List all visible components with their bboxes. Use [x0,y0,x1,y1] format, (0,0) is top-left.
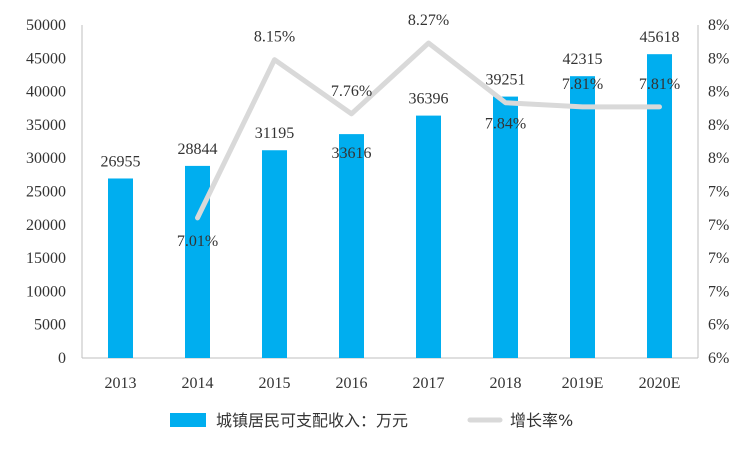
bar-value-label: 26955 [101,153,141,170]
y-right-tick-label: 7% [708,250,729,267]
legend: 城镇居民可支配收入：万元 增长率% [170,411,573,430]
x-tick-label: 2017 [413,375,445,392]
y-right-tick-label: 7% [708,217,729,234]
line-series [195,40,662,221]
bar-value-label: 39251 [486,72,526,89]
growth-value-label: 8.15% [254,29,295,46]
x-tick-label: 2018 [490,375,522,392]
y-left-tick-label: 30000 [26,150,66,167]
y-left-tick-label: 10000 [26,283,66,300]
growth-value-label: 7.84% [485,116,526,133]
bar-income-2019E [570,76,595,358]
bar-income-2016 [339,134,364,358]
bar-value-label: 36396 [409,91,449,108]
x-tick-label: 2016 [336,375,368,392]
x-tick-label: 2015 [259,375,291,392]
legend-label-income: 城镇居民可支配收入：万元 [216,411,408,430]
bar-income-2020E [647,54,672,359]
bar-value-label: 28844 [178,141,218,158]
bar-income-2018 [493,96,518,358]
bar-value-label: 42315 [563,51,603,68]
y-right-tick-label: 8% [708,50,729,67]
y-right-tick-label: 8% [708,17,729,34]
y-left-tick-label: 50000 [26,17,66,34]
growth-value-label: 7.81% [562,76,603,93]
y-left-tick-label: 0 [58,350,66,367]
y-left-tick-label: 40000 [26,84,66,101]
growth-rate-line [195,40,662,221]
x-tick-label: 2019E [562,375,604,392]
legend-label-growth: 增长率% [510,411,573,430]
y-right-tick-label: 8% [708,84,729,101]
y-left-tick-label: 15000 [26,250,66,267]
y-left-tick-label: 20000 [26,217,66,234]
data-labels: 26955 28844 31195 33616 36396 39251 42315 45618… [101,12,681,250]
y-right-tick-label: 8% [708,117,729,134]
bar-value-label: 33616 [332,145,372,162]
growth-value-label: 7.01% [177,233,218,250]
x-tick-label: 2013 [105,375,137,392]
y-right-tick-label: 6% [708,317,729,334]
bar-income-2013 [108,178,133,358]
y-left-tick-label: 25000 [26,184,66,201]
y-right-tick-label: 6% [708,350,729,367]
y-left-tick-label: 35000 [26,117,66,134]
growth-value-label: 7.76% [331,83,372,100]
x-tick-label: 2014 [182,375,214,392]
legend-swatch-income [170,413,206,427]
bar-value-label: 31195 [255,125,294,142]
bar-value-label: 45618 [640,29,680,46]
y-right-tick-label: 7% [708,184,729,201]
growth-value-label: 7.81% [639,76,680,93]
y-left-tick-label: 45000 [26,50,66,67]
growth-value-label: 8.27% [408,12,449,29]
bar-series [108,54,672,359]
y-left-tick-label: 5000 [34,317,66,334]
x-tick-label: 2020E [639,375,681,392]
axes: 0 5000 10000 15000 20000 25000 30000 35000 40000… [26,17,729,392]
bar-income-2017 [416,115,441,359]
y-right-tick-label: 7% [708,283,729,300]
bar-income-2015 [262,150,287,358]
y-right-tick-label: 8% [708,150,729,167]
